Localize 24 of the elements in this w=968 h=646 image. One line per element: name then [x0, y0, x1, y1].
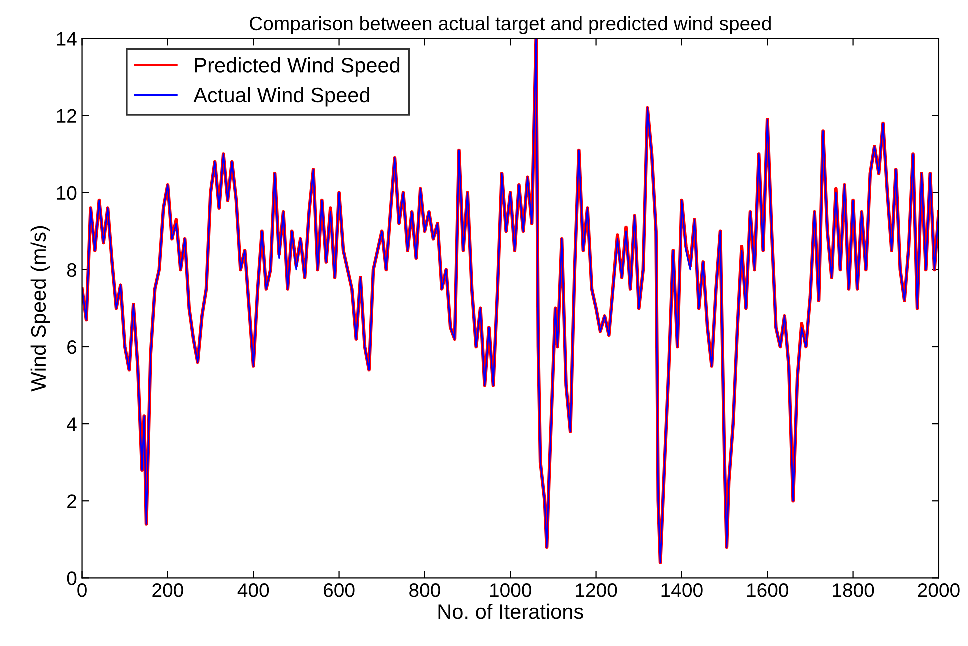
x-tick-label: 2000: [918, 584, 960, 598]
x-tick-label: 0: [78, 584, 87, 598]
y-tick-label: 14: [57, 32, 77, 46]
x-tick-label: 1000: [490, 584, 532, 598]
x-tick-label: 400: [238, 584, 270, 598]
y-tick-label: 2: [68, 494, 76, 508]
y-tick-label: 6: [68, 340, 77, 354]
legend-label: Actual Wind Speed: [194, 87, 370, 107]
y-tick-label: 12: [57, 109, 76, 123]
y-tick-label: 0: [67, 572, 77, 586]
x-tick-label: 1200: [576, 584, 618, 598]
chart-title: Comparison between actual target and predicted wind speed: [250, 16, 771, 34]
x-axis-title: No. of Iterations: [438, 604, 584, 620]
x-tick-label: 1400: [662, 584, 703, 598]
x-tick-label: 1600: [747, 584, 788, 598]
y-axis-title: Wind Speed (m/s): [30, 226, 50, 392]
y-tick-label: 8: [67, 263, 77, 278]
x-tick-label: 1800: [833, 584, 874, 598]
x-tick-label: 200: [152, 584, 184, 598]
x-tick-label: 600: [324, 584, 355, 598]
y-tick-label: 4: [67, 418, 77, 432]
x-tick-label: 800: [410, 584, 440, 598]
y-tick-label: 10: [57, 186, 77, 200]
legend-label: Predicted Wind Speed: [195, 58, 400, 77]
